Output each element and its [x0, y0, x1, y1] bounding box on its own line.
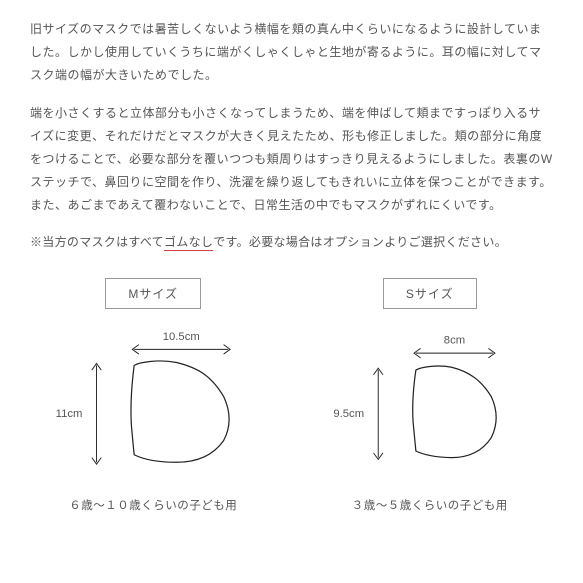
- width-label-s: 8cm: [444, 335, 465, 347]
- option-note: ※当方のマスクはすべてゴムなしです。必要な場合はオプションよりご選択ください。: [30, 232, 553, 254]
- size-label-s: Sサイズ: [383, 278, 477, 309]
- diagram-s-block: Sサイズ 8cm 9.5cm ３歳〜５歳くらいの子ども用: [310, 278, 550, 513]
- size-diagrams-row: Mサイズ 10.5cm 11cm ６歳〜１０歳くらいの子ども用 Sサイズ: [30, 278, 553, 513]
- mask-diagram-s: 8cm 9.5cm: [315, 323, 545, 483]
- size-label-m: Mサイズ: [105, 278, 201, 309]
- note-underlined: ゴムなし: [164, 235, 213, 249]
- note-suffix: です。必要な場合はオプションよりご選択ください。: [213, 235, 507, 249]
- mask-diagram-m: 10.5cm 11cm: [38, 323, 268, 483]
- note-prefix: ※当方のマスクはすべて: [30, 235, 164, 249]
- intro-paragraph-2: 端を小さくすると立体部分も小さくなってしまうため、端を伸ばして頬まですっぽり入る…: [30, 102, 553, 216]
- height-label-m: 11cm: [56, 408, 83, 420]
- intro-paragraph-1: 旧サイズのマスクでは暑苦しくないよう横幅を頬の真ん中くらいになるように設計してい…: [30, 18, 553, 86]
- height-label-s: 9.5cm: [333, 408, 364, 420]
- age-label-m: ６歳〜１０歳くらいの子ども用: [69, 497, 237, 513]
- diagram-m-block: Mサイズ 10.5cm 11cm ６歳〜１０歳くらいの子ども用: [33, 278, 273, 513]
- width-label-m: 10.5cm: [163, 331, 200, 343]
- age-label-s: ３歳〜５歳くらいの子ども用: [352, 497, 508, 513]
